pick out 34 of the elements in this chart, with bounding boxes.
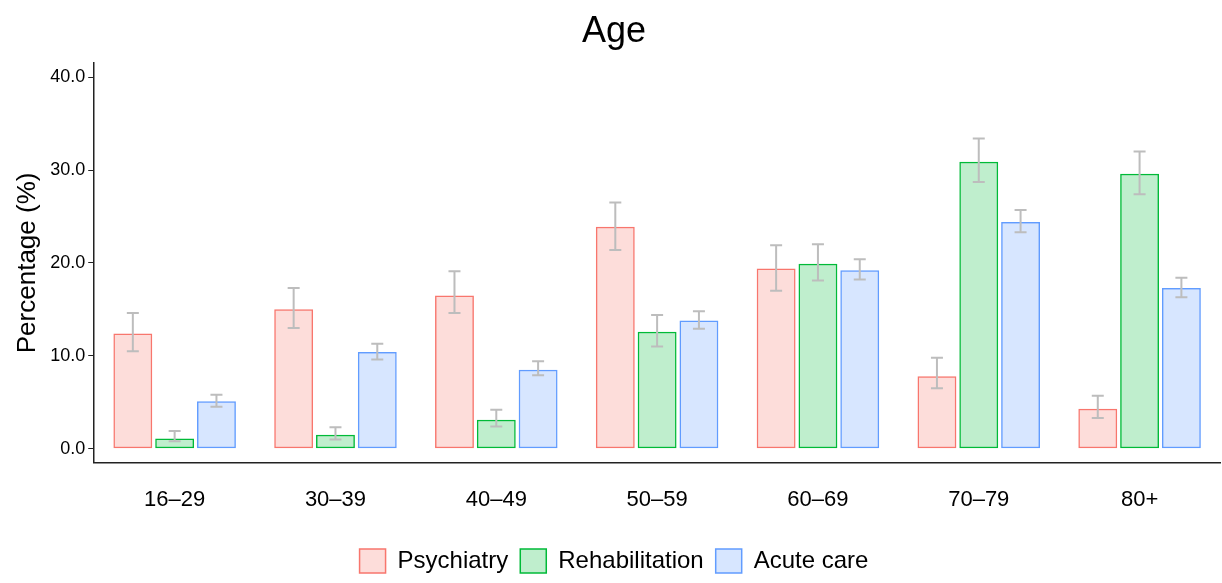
x-tick-label: 16–29: [144, 485, 206, 511]
bar: [274, 309, 314, 449]
x-tick-label: 70–79: [948, 485, 1010, 511]
bar: [197, 401, 236, 449]
bar: [1001, 222, 1041, 449]
legend-label: Psychiatry: [397, 545, 509, 573]
bar: [917, 376, 957, 449]
y-tick-label: 20.0: [50, 251, 86, 272]
bar: [679, 320, 719, 449]
y-tick-label: 10.0: [50, 344, 86, 365]
bar: [595, 226, 635, 449]
y-tick-label: 40.0: [50, 66, 86, 87]
bar: [357, 352, 397, 449]
bar: [518, 369, 558, 449]
y-tick-label: 30.0: [50, 158, 86, 179]
bar: [637, 331, 677, 449]
y-tick-label: 0.0: [60, 437, 86, 458]
y-axis-title: Percentage (%): [10, 172, 41, 354]
bar: [798, 263, 838, 449]
legend-label: Acute care: [753, 545, 869, 573]
bar: [1120, 173, 1160, 449]
x-tick-label: 60–69: [787, 485, 849, 511]
bar: [840, 270, 880, 449]
legend-label: Rehabilitation: [558, 545, 704, 573]
x-tick-label: 50–59: [626, 485, 688, 511]
bar: [756, 268, 796, 449]
x-tick-label: 30–39: [304, 485, 367, 511]
bar: [959, 161, 999, 449]
x-tick-label: 40–49: [465, 485, 527, 511]
bar: [1161, 287, 1201, 449]
bar: [113, 333, 153, 449]
bar: [435, 295, 474, 449]
x-tick-label: 80+: [1120, 485, 1159, 511]
chart-title: Age: [581, 8, 647, 50]
